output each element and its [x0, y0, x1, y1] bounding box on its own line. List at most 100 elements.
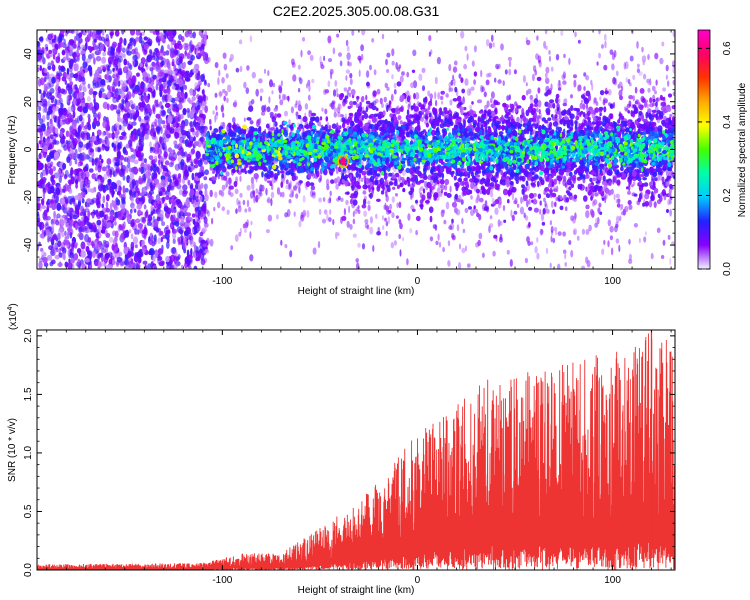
spectrogram-cell — [319, 55, 322, 64]
spectrogram-cell — [197, 172, 203, 179]
spectrogram-cell — [641, 46, 644, 53]
spectrogram-cell — [274, 121, 278, 127]
spectrogram-cell — [609, 225, 614, 233]
spectrogram-cell — [78, 105, 83, 113]
spectrogram-cell — [128, 77, 131, 85]
spectrogram-cell — [230, 245, 234, 251]
spectrogram-cell — [332, 47, 336, 55]
spectrogram-cell — [188, 216, 192, 221]
spectrogram-cell — [536, 237, 539, 243]
spectrogram-cell — [168, 152, 174, 161]
spectrogram-cell — [48, 76, 53, 84]
spectrogram-cell — [40, 171, 44, 179]
spectrogram-cell — [176, 211, 181, 219]
spectrogram-cell — [486, 73, 490, 78]
spectrogram-cell — [51, 186, 54, 194]
spectrogram-cell — [191, 172, 195, 181]
spectrogram-cell — [214, 92, 218, 98]
spectrogram-cell — [90, 53, 95, 59]
spectrogram-cell — [309, 54, 314, 62]
spectrogram-cell — [175, 57, 179, 65]
spectrogram-cell — [656, 199, 662, 205]
spectrogram-cell — [43, 216, 49, 221]
spectrogram-cell — [647, 81, 652, 86]
spectrogram-cell — [222, 52, 227, 59]
spectrogram-cell — [308, 84, 311, 92]
spectrogram-cell — [484, 200, 488, 207]
spectrogram-cell — [614, 225, 618, 233]
spectrogram-cell — [79, 212, 83, 216]
spectrogram-cell — [339, 60, 343, 67]
spectrogram-cell — [427, 90, 431, 97]
spectrogram-cell — [190, 127, 195, 133]
spectrogram-cell — [96, 197, 101, 205]
spectrogram-cell — [428, 112, 432, 118]
spectrogram-cell — [37, 203, 41, 211]
spectrogram-cell — [161, 142, 166, 151]
spectrogram-cell — [161, 221, 166, 227]
spectrogram-cell — [349, 78, 353, 85]
spectrogram-cell — [669, 257, 672, 265]
spectrogram-cell — [444, 184, 448, 191]
spectrogram-cell — [45, 186, 49, 193]
spectrogram-cell — [91, 250, 96, 258]
spectrogram-cell — [111, 142, 115, 148]
spectrogram-cell — [102, 220, 105, 229]
spectrogram-cell — [386, 52, 391, 58]
spectrogram-cell — [148, 48, 153, 55]
spectrogram-cell — [489, 223, 494, 228]
spectrogram-cell — [39, 54, 44, 59]
spectrogram-cell — [499, 233, 503, 241]
spectrogram-cell — [101, 203, 104, 209]
spectrogram-cell — [396, 81, 402, 87]
spectrogram-cell — [300, 214, 305, 222]
spectrogram-cell — [56, 213, 61, 219]
spectrogram-cell — [74, 158, 78, 165]
spectrogram-cell — [140, 125, 146, 130]
spectrogram-cell — [54, 140, 60, 145]
spectrogram-cell — [77, 174, 82, 183]
spectrogram-cell — [270, 198, 273, 207]
spectrogram-cell — [161, 157, 165, 162]
spectrogram-cell — [250, 220, 253, 226]
spectrogram-cell — [490, 98, 493, 104]
spectrogram-cell — [371, 38, 375, 43]
spectrogram-cell — [189, 135, 194, 142]
spectrogram-cell — [307, 50, 312, 56]
spectrogram-cell — [209, 238, 214, 247]
spectrogram-cell — [598, 30, 601, 35]
spectrogram-cell — [41, 47, 45, 55]
spectrogram-cell — [244, 221, 249, 229]
spectrogram-cell — [123, 246, 129, 255]
spectrogram-cell — [146, 37, 151, 42]
spectrogram-cell — [78, 91, 84, 100]
spectrogram-cell — [615, 193, 620, 199]
spectrogram-cell — [112, 96, 118, 104]
spectrogram-cell — [77, 162, 81, 167]
spectrogram-cell — [490, 91, 495, 99]
spectrogram-cell — [429, 236, 434, 242]
spectrogram-cell — [162, 197, 165, 204]
spectrogram-cell — [129, 171, 135, 180]
spectrogram-cell — [132, 58, 136, 67]
spectrogram-cell — [267, 214, 273, 222]
spectrogram-cell — [143, 231, 147, 240]
spectrogram-cell — [135, 218, 141, 224]
spectrogram-cell — [190, 161, 194, 167]
spectrogram-cell — [349, 223, 353, 230]
spectrogram-cell — [67, 140, 71, 145]
spectrogram-cell — [82, 84, 86, 89]
spectrogram-cell — [187, 141, 193, 147]
spectrogram-cell — [445, 93, 449, 98]
spectrogram-cell — [406, 258, 409, 266]
spectrogram-cell — [157, 256, 163, 261]
spectrogram-cell — [123, 157, 127, 162]
spectrogram-cell — [116, 199, 121, 206]
spectrogram-cell — [138, 115, 142, 122]
spectrogram-cell — [188, 265, 192, 269]
spectrogram-cell — [182, 132, 186, 140]
spectrogram-cell — [173, 255, 177, 264]
spectrogram-cell — [550, 83, 553, 91]
spectrogram-cell — [170, 41, 174, 48]
spectrogram-cell — [536, 35, 539, 41]
